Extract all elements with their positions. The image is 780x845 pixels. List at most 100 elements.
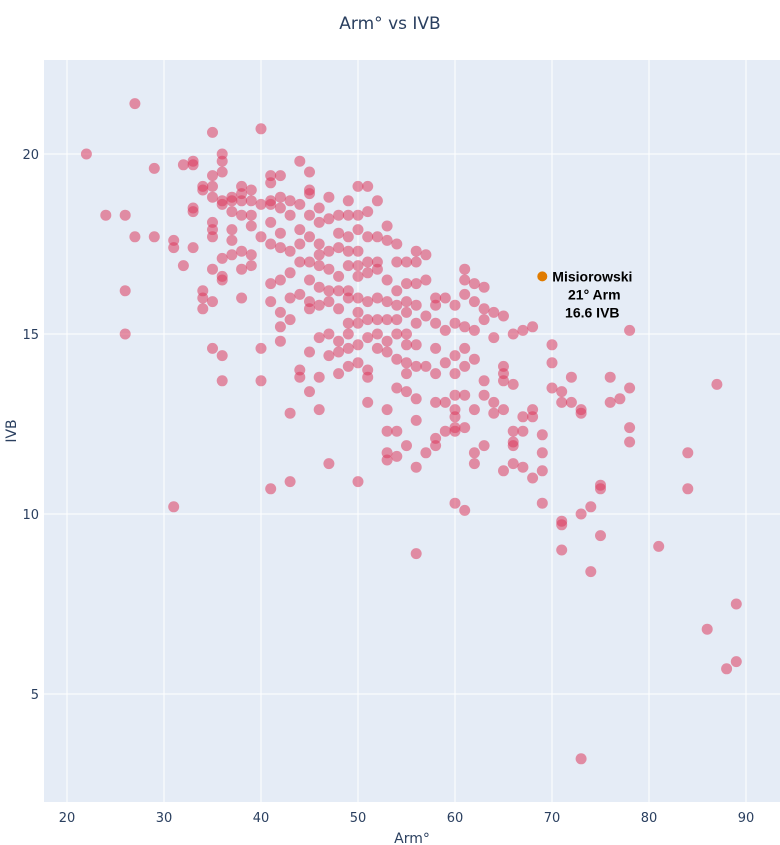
data-point[interactable] (546, 357, 558, 369)
data-point[interactable] (197, 292, 209, 304)
data-point[interactable] (381, 346, 393, 358)
data-point[interactable] (410, 278, 422, 290)
data-point[interactable] (352, 209, 364, 221)
data-point[interactable] (381, 425, 393, 437)
data-point[interactable] (226, 224, 238, 236)
data-point[interactable] (294, 288, 306, 300)
data-point[interactable] (207, 231, 218, 243)
data-point[interactable] (468, 353, 480, 365)
data-point[interactable] (430, 317, 442, 329)
data-point[interactable] (129, 98, 141, 110)
data-point[interactable] (148, 162, 160, 174)
data-point[interactable] (517, 461, 529, 473)
data-point[interactable] (80, 148, 92, 160)
data-point[interactable] (410, 461, 422, 473)
data-point[interactable] (546, 382, 558, 394)
data-point[interactable] (381, 404, 393, 416)
data-point[interactable] (294, 224, 306, 236)
data-point[interactable] (468, 324, 480, 336)
data-point[interactable] (410, 393, 422, 405)
data-point[interactable] (430, 299, 442, 311)
data-point[interactable] (333, 303, 345, 315)
data-point[interactable] (439, 396, 451, 408)
data-point[interactable] (323, 245, 335, 257)
data-point[interactable] (187, 159, 199, 171)
data-point[interactable] (536, 429, 548, 441)
data-point[interactable] (391, 450, 403, 462)
data-point[interactable] (362, 231, 374, 243)
data-point[interactable] (323, 296, 335, 308)
data-point[interactable] (498, 375, 509, 387)
data-point[interactable] (313, 332, 325, 344)
data-point[interactable] (255, 198, 267, 210)
data-point[interactable] (236, 292, 248, 304)
data-point[interactable] (478, 303, 490, 315)
data-point[interactable] (624, 324, 636, 336)
data-point[interactable] (556, 386, 568, 398)
data-point[interactable] (517, 411, 529, 423)
data-point[interactable] (507, 378, 519, 390)
data-point[interactable] (323, 458, 335, 470)
data-point[interactable] (624, 436, 636, 448)
data-point[interactable] (410, 256, 422, 268)
data-point[interactable] (449, 368, 461, 380)
data-point[interactable] (420, 249, 432, 261)
data-point[interactable] (371, 231, 383, 243)
data-point[interactable] (517, 425, 529, 437)
data-point[interactable] (556, 544, 568, 556)
data-point[interactable] (401, 339, 412, 351)
data-point[interactable] (284, 292, 296, 304)
data-point[interactable] (362, 296, 374, 308)
data-point[interactable] (420, 274, 432, 286)
data-point[interactable] (459, 263, 471, 275)
data-point[interactable] (207, 296, 218, 308)
data-point[interactable] (410, 414, 422, 426)
data-point[interactable] (245, 195, 257, 207)
data-point[interactable] (575, 508, 587, 520)
data-point[interactable] (168, 242, 180, 254)
data-point[interactable] (207, 180, 218, 192)
data-point[interactable] (391, 314, 403, 326)
data-point[interactable] (255, 375, 267, 387)
data-point[interactable] (507, 425, 519, 437)
data-point[interactable] (226, 249, 238, 261)
data-point[interactable] (362, 256, 374, 268)
data-point[interactable] (468, 458, 480, 470)
data-point[interactable] (216, 155, 228, 167)
data-point[interactable] (265, 216, 277, 228)
data-point[interactable] (604, 371, 616, 383)
data-point[interactable] (333, 368, 345, 380)
data-point[interactable] (187, 206, 199, 218)
data-point[interactable] (430, 396, 442, 408)
data-point[interactable] (352, 245, 364, 257)
highlight-marker[interactable] (537, 271, 548, 282)
data-point[interactable] (129, 231, 141, 243)
data-point[interactable] (226, 234, 238, 246)
data-point[interactable] (362, 314, 374, 326)
data-point[interactable] (342, 231, 354, 243)
data-point[interactable] (265, 483, 277, 495)
data-point[interactable] (177, 159, 189, 171)
data-point[interactable] (546, 339, 558, 351)
data-point[interactable] (565, 396, 577, 408)
data-point[interactable] (488, 407, 500, 419)
data-point[interactable] (304, 346, 315, 358)
data-point[interactable] (371, 195, 383, 207)
data-point[interactable] (342, 360, 354, 372)
data-point[interactable] (313, 249, 325, 261)
data-point[interactable] (236, 245, 248, 257)
data-point[interactable] (207, 342, 218, 354)
data-point[interactable] (294, 256, 306, 268)
data-point[interactable] (333, 209, 345, 221)
data-point[interactable] (439, 324, 451, 336)
data-point[interactable] (401, 328, 412, 340)
data-point[interactable] (449, 350, 461, 362)
data-point[interactable] (216, 166, 228, 178)
data-point[interactable] (236, 209, 248, 221)
data-point[interactable] (207, 191, 218, 203)
data-point[interactable] (255, 231, 267, 243)
data-point[interactable] (430, 440, 442, 452)
data-point[interactable] (730, 656, 742, 668)
data-point[interactable] (226, 195, 238, 207)
data-point[interactable] (265, 198, 277, 210)
